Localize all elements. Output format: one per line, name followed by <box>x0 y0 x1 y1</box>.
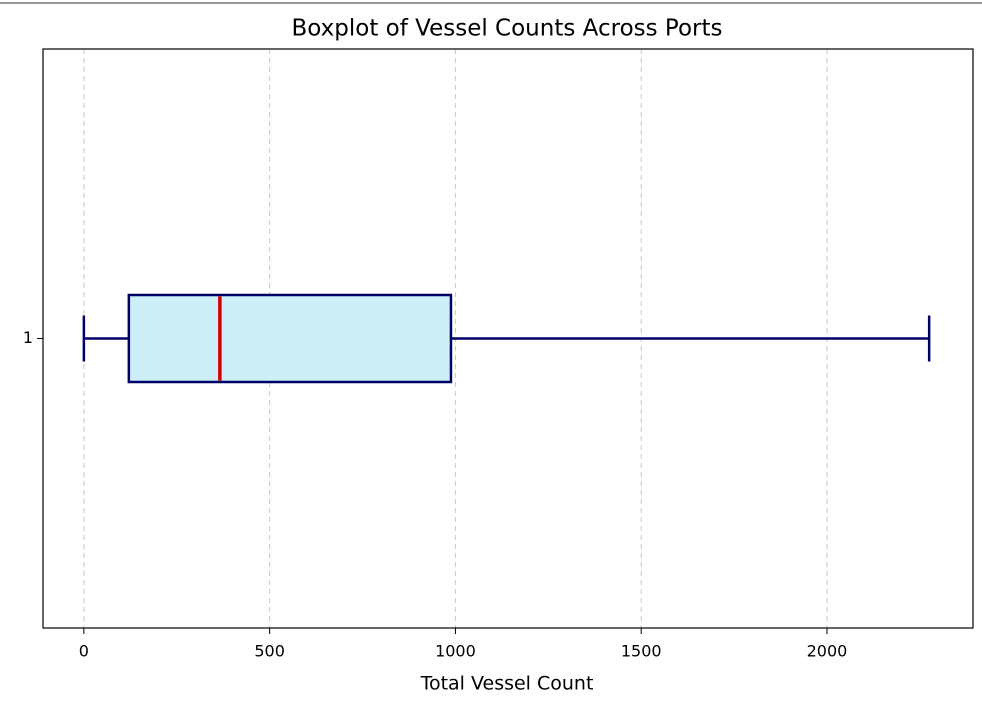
chart-title: Boxplot of Vessel Counts Across Ports <box>292 16 723 42</box>
x-tick-label: 1500 <box>621 642 662 661</box>
y-tick-label: 1 <box>23 328 33 347</box>
x-axis-label: Total Vessel Count <box>420 673 594 695</box>
x-tick-label: 2000 <box>807 642 848 661</box>
x-tick-label: 1000 <box>435 642 476 661</box>
x-tick-label: 500 <box>254 642 285 661</box>
plot-frame <box>42 48 974 629</box>
x-tick-label: 0 <box>79 642 89 661</box>
box <box>127 293 453 384</box>
